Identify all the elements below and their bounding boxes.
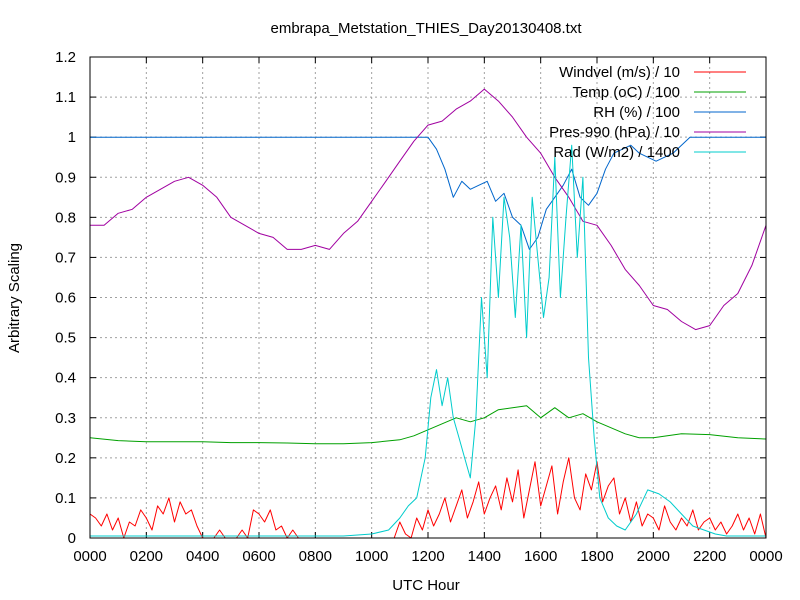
x-tick-label: 0000 [749, 548, 782, 565]
legend-label-3: Pres-990 (hPa) / 10 [549, 124, 680, 141]
x-tick-label: 0400 [186, 548, 219, 565]
y-tick-label: 0 [68, 530, 76, 547]
series-line-1 [89, 405, 767, 445]
x-tick-label: 1800 [580, 548, 613, 565]
y-tick-label: 0.4 [55, 370, 76, 387]
y-tick-label: 1 [68, 129, 76, 146]
x-tick-label: 1000 [355, 548, 388, 565]
y-tick-label: 1.2 [55, 49, 76, 66]
x-tick-label: 2000 [637, 548, 670, 565]
y-tick-label: 0.3 [55, 410, 76, 427]
axis-ticks: 0 0.1 0.2 0.3 0.4 0.5 0.6 0.7 0.8 0.9 1 1.1 1.2 0000 0… [55, 49, 783, 565]
x-tick-label: 0000 [73, 548, 106, 565]
legend-label-4: Rad (W/m2) / 1400 [553, 144, 680, 161]
x-tick-label: 0800 [299, 548, 332, 565]
x-tick-label: 1400 [468, 548, 501, 565]
y-tick-label: 0.1 [55, 490, 76, 507]
legend: Windvel (m/s) / 10 Temp (oC) / 100 RH (%) … [549, 64, 746, 161]
y-tick-label: 0.9 [55, 169, 76, 186]
x-tick-label: 0200 [130, 548, 163, 565]
y-tick-label: 0.7 [55, 249, 76, 266]
legend-label-0: Windvel (m/s) / 10 [559, 64, 680, 81]
y-tick-label: 0.6 [55, 290, 76, 307]
y-tick-label: 1.1 [55, 89, 76, 106]
y-axis-label: Arbitrary Scaling [6, 243, 23, 353]
series-line-2 [90, 136, 766, 250]
y-tick-label: 0.8 [55, 209, 76, 226]
y-tick-label: 0.2 [55, 450, 76, 467]
plot-frame [89, 56, 767, 539]
x-tick-label: 0600 [242, 548, 275, 565]
x-tick-label: 2200 [693, 548, 726, 565]
x-tick-label: 1200 [411, 548, 444, 565]
x-axis-label: UTC Hour [392, 577, 460, 594]
chart-title: embrapa_Metstation_THIES_Day20130408.txt [270, 20, 582, 37]
x-tick-label: 1600 [524, 548, 557, 565]
series-line-3 [90, 88, 767, 331]
series-lines [89, 88, 767, 539]
y-tick-label: 0.5 [55, 330, 76, 347]
series-line-0 [89, 457, 767, 539]
series-line-4 [90, 144, 766, 537]
legend-label-1: Temp (oC) / 100 [572, 84, 680, 101]
legend-label-2: RH (%) / 100 [593, 104, 680, 121]
